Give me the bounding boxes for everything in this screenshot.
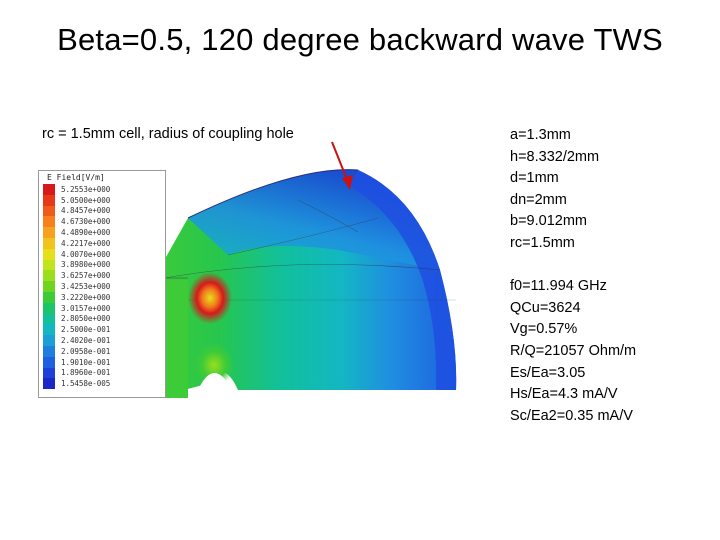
legend-swatch (43, 237, 55, 249)
legend-label: 5.0500e+000 (61, 195, 111, 205)
param-rf: R/Q=21057 Ohm/m (510, 342, 637, 359)
spacer (510, 255, 636, 277)
legend-label: 4.0070e+000 (61, 249, 111, 259)
legend-swatch (43, 335, 55, 346)
legend-entry: 2.5000e-001 (43, 324, 111, 336)
legend-entry: 3.4253e+000 (43, 281, 110, 292)
legend-swatch (43, 216, 55, 228)
legend-label: 2.0958e-001 (61, 346, 111, 356)
legend-label: 4.8457e+000 (61, 206, 111, 216)
legend-entry: 3.2220e+000 (43, 291, 111, 303)
legend-swatch (43, 184, 55, 195)
legend-entry: 3.0157e+000 (43, 302, 111, 314)
param-geometry: rc=1.5mm (510, 234, 575, 251)
legend-entry: 5.0500e+000 (43, 194, 111, 206)
param-rf: QCu=3624 (510, 299, 581, 316)
legend-swatch (43, 302, 55, 314)
param-rf: Sc/Ea2=0.35 mA/V (510, 407, 633, 424)
legend-title: E Field[V/m] (47, 173, 105, 182)
legend-label: 4.2217e+000 (61, 238, 111, 248)
legend-swatch (43, 291, 55, 303)
param-geometry: h=8.332/2mm (510, 148, 600, 165)
legend-label: 5.2553e+000 (61, 184, 111, 194)
legend-entry: 1.8960e-001 (43, 367, 111, 379)
legend-label: 4.6730e+000 (61, 217, 111, 227)
param-geometry: b=9.012mm (510, 213, 587, 230)
legend-entry: 3.8980e+000 (43, 259, 111, 271)
legend-label: 4.4890e+000 (61, 228, 111, 238)
legend-swatch (43, 367, 55, 379)
legend-entry: 4.6730e+000 (43, 216, 111, 228)
legend-entry: 5.2553e+000 (43, 184, 110, 195)
param-geometry: dn=2mm (510, 191, 567, 208)
legend-entry: 2.4020e-001 (43, 335, 110, 346)
legend-label: 3.8980e+000 (61, 260, 111, 270)
legend-entry: 4.4890e+000 (43, 227, 110, 238)
param-geometry: d=1mm (510, 170, 559, 187)
legend-label: 3.0157e+000 (61, 303, 111, 313)
param-geometry: a=1.3mm (510, 127, 571, 143)
legend-entry: 1.9010e-001 (43, 356, 111, 368)
legend-entry: 2.0958e-001 (43, 345, 111, 357)
legend-swatch (43, 378, 55, 390)
legend-entry: 2.8050e+000 (43, 313, 111, 325)
legend-label: 1.5458e-005 (61, 379, 111, 389)
legend-swatch (43, 259, 55, 271)
legend-entry: 3.6257e+000 (43, 270, 111, 282)
legend-swatch (43, 248, 55, 260)
legend-swatch (43, 270, 55, 282)
legend-entry: 4.8457e+000 (43, 205, 111, 217)
legend-swatch (43, 205, 55, 217)
param-rf: Hs/Ea=4.3 mA/V (510, 386, 618, 403)
param-rf: Es/Ea=3.05 (510, 364, 586, 381)
legend-entry: 4.2217e+000 (43, 237, 111, 249)
legend-entry: 4.0070e+000 (43, 248, 111, 260)
legend-label: 2.8050e+000 (61, 314, 111, 324)
legend-label: 2.4020e-001 (61, 336, 111, 346)
legend-swatch (43, 356, 55, 368)
slide-title: Beta=0.5, 120 degree backward wave TWS (57, 22, 663, 57)
param-rf: f0=11.994 GHz (510, 278, 607, 295)
legend-swatch (43, 194, 55, 206)
legend-label: 3.6257e+000 (61, 271, 111, 281)
param-rf: Vg=0.57% (510, 321, 578, 338)
legend-label: 1.9010e-001 (61, 357, 111, 367)
legend-rows: 5.2553e+000 5.0500e+000 4.8457e+000 4.6730e… (43, 184, 111, 390)
legend-swatch (43, 345, 55, 357)
legend-swatch (43, 281, 55, 292)
legend-label: 1.8960e-001 (61, 368, 111, 378)
figure-caption: rc = 1.5mm cell, radius of coupling hole (42, 126, 294, 142)
legend-label: 3.2220e+000 (61, 292, 111, 302)
legend-swatch (43, 313, 55, 325)
legend-entry: 1.5458e-005 (43, 378, 111, 390)
parameter-list: a=1.3mm h=8.332/2mm d=1mm dn=2mm b=9.012… (510, 125, 636, 427)
legend-swatch (43, 227, 55, 238)
legend-label: 2.5000e-001 (61, 325, 111, 335)
field-legend: E Field[V/m] 5.2553e+000 5.0500e+000 4.845… (38, 170, 166, 398)
legend-label: 3.4253e+000 (61, 282, 111, 292)
legend-swatch (43, 324, 55, 336)
